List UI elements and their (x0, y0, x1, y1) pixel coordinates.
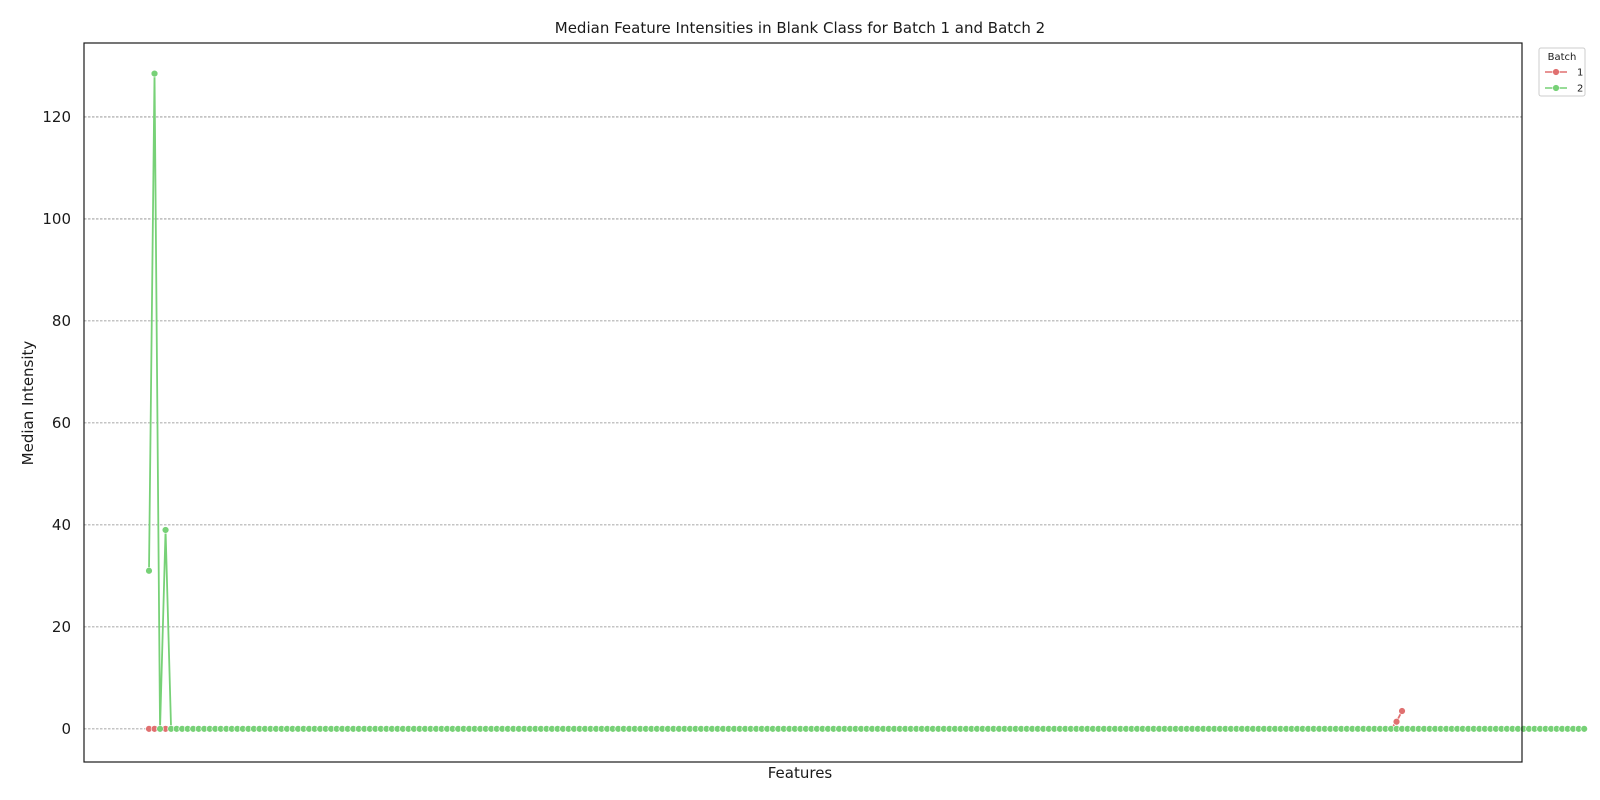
series-2-point (161, 526, 170, 534)
series-1-point (1398, 707, 1406, 715)
y-tick-label: 40 (52, 516, 71, 534)
legend-entry-2: 2 (1545, 84, 1583, 95)
legend-label: 1 (1577, 68, 1583, 79)
legend-marker (1552, 68, 1560, 76)
series-2-point (150, 69, 159, 78)
y-tick-label: 120 (42, 108, 71, 126)
data-series (145, 69, 1588, 733)
legend: Batch 1 2 (1538, 47, 1586, 97)
y-axis-label: Median Intensity (19, 341, 37, 466)
y-tick-labels: 0 20 40 60 80 100 120 (42, 108, 71, 738)
plot-area-frame (83, 42, 1523, 763)
series-2-point (156, 725, 164, 733)
y-tick-label: 60 (52, 414, 71, 432)
y-tick-label: 100 (42, 210, 71, 228)
x-axis-label: Features (768, 764, 833, 782)
y-tick-label: 0 (61, 720, 71, 738)
series-1-point (1392, 718, 1401, 726)
y-tick-label: 80 (52, 312, 71, 330)
y-tick-label: 20 (52, 618, 71, 636)
series-2-point (1580, 725, 1588, 733)
series-2 (145, 69, 1588, 733)
legend-entry-1: 1 (1545, 68, 1583, 79)
series-2-point (145, 567, 153, 575)
legend-label: 2 (1577, 84, 1583, 95)
legend-marker (1552, 84, 1560, 92)
legend-title: Batch (1548, 52, 1577, 63)
chart-title: Median Feature Intensities in Blank Clas… (555, 19, 1045, 37)
